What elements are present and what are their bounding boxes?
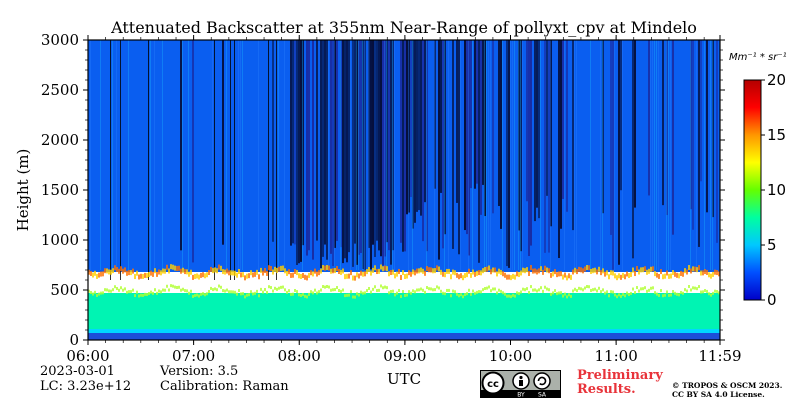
colorbar-tick-label: 15 (767, 126, 786, 144)
x-axis-label: UTC (387, 370, 421, 388)
cc-license-badge: cc BY SA (480, 370, 561, 398)
cc-icon-text: cc (487, 379, 499, 390)
by-label: BY (517, 392, 525, 399)
x-tick-label: 09:00 (383, 347, 426, 365)
heatmap-plot-area (88, 40, 720, 340)
y-tick-label: 500 (50, 281, 79, 299)
colorbar-tick-label: 10 (767, 181, 786, 199)
chart-title: Attenuated Backscatter at 355nm Near-Ran… (110, 18, 697, 37)
y-tick-label: 3000 (41, 31, 79, 49)
x-tick-label: 07:00 (172, 347, 215, 365)
preliminary-results-note: Preliminary Results. (577, 369, 663, 397)
y-tick-label: 1000 (41, 231, 79, 249)
y-axis-label: Height (m) (14, 149, 32, 232)
y-axis: 0 500 1000 1500 2000 2500 3000 (41, 31, 725, 349)
sa-share-alike-icon (533, 372, 551, 390)
sa-label: SA (538, 392, 547, 399)
signal-noise-texture (88, 40, 720, 299)
preliminary-line-2: Results. (577, 382, 636, 397)
colorbar-tick-label: 5 (767, 236, 777, 254)
copyright-line-2: CC BY SA 4.0 License. (672, 390, 765, 399)
x-tick-label: 06:00 (66, 347, 109, 365)
footer-calibration: Calibration: Raman (160, 379, 289, 394)
colorbar (743, 79, 762, 301)
cc-icon (481, 371, 505, 395)
y-tick-label: 2500 (41, 81, 79, 99)
layer-near-ground (88, 330, 720, 340)
y-tick-label: 0 (69, 331, 79, 349)
x-tick-label: 10:00 (489, 347, 532, 365)
colorbar-tick-label: 20 (767, 71, 786, 89)
footer-version: Version: 3.5 (160, 364, 239, 379)
x-tick-label: 11:59 (698, 347, 741, 365)
footer-lc: LC: 3.23e+12 (40, 379, 132, 394)
colorbar-tick-label: 0 (767, 291, 777, 309)
layer-surface-band (88, 329, 720, 333)
y-tick-label: 2000 (41, 131, 79, 149)
preliminary-line-1: Preliminary (577, 368, 663, 383)
x-tick-label: 11:00 (595, 347, 638, 365)
footer-date: 2023-03-01 (40, 364, 115, 379)
copyright-line-1: © TROPOS & OSCM 2023. (672, 381, 783, 390)
colorbar-label: Mm⁻¹ * sr⁻¹ (729, 52, 787, 63)
copyright-note: © TROPOS & OSCM 2023. CC BY SA 4.0 Licen… (672, 381, 782, 399)
x-axis: 06:00 07:00 08:00 09:00 10:00 11:00 11:59 (66, 35, 742, 365)
y-tick-label: 1500 (41, 181, 79, 199)
x-tick-label: 08:00 (278, 347, 321, 365)
colorbar-ticks: 0 5 10 15 20 (761, 71, 786, 309)
